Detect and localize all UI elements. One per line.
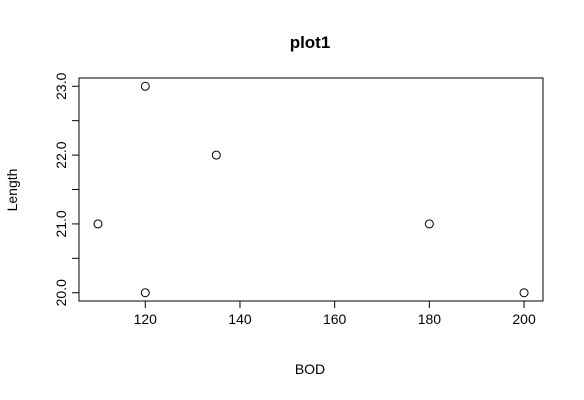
x-tick-label: 160 <box>323 311 347 327</box>
y-axis: 20.0 21.0 22.0 23.0 <box>53 72 79 306</box>
chart-title: plot1 <box>290 33 331 52</box>
x-tick-label: 120 <box>134 311 158 327</box>
x-axis: 120 140 160 180 200 <box>134 301 536 327</box>
x-axis-label: BOD <box>295 361 325 377</box>
data-points <box>93 81 529 298</box>
data-point <box>519 288 529 298</box>
x-tick-label: 200 <box>512 311 536 327</box>
data-point <box>424 219 434 229</box>
data-point <box>140 81 150 91</box>
data-point <box>211 150 221 160</box>
y-tick-label: 23.0 <box>53 72 69 99</box>
data-point <box>93 219 103 229</box>
x-tick-label: 180 <box>418 311 442 327</box>
y-tick-label: 20.0 <box>53 279 69 306</box>
data-point <box>140 288 150 298</box>
y-tick-label: 21.0 <box>53 210 69 237</box>
x-tick-label: 140 <box>228 311 252 327</box>
y-tick-label: 22.0 <box>53 141 69 168</box>
y-axis-label: Length <box>4 169 20 212</box>
plot-frame <box>78 77 544 302</box>
